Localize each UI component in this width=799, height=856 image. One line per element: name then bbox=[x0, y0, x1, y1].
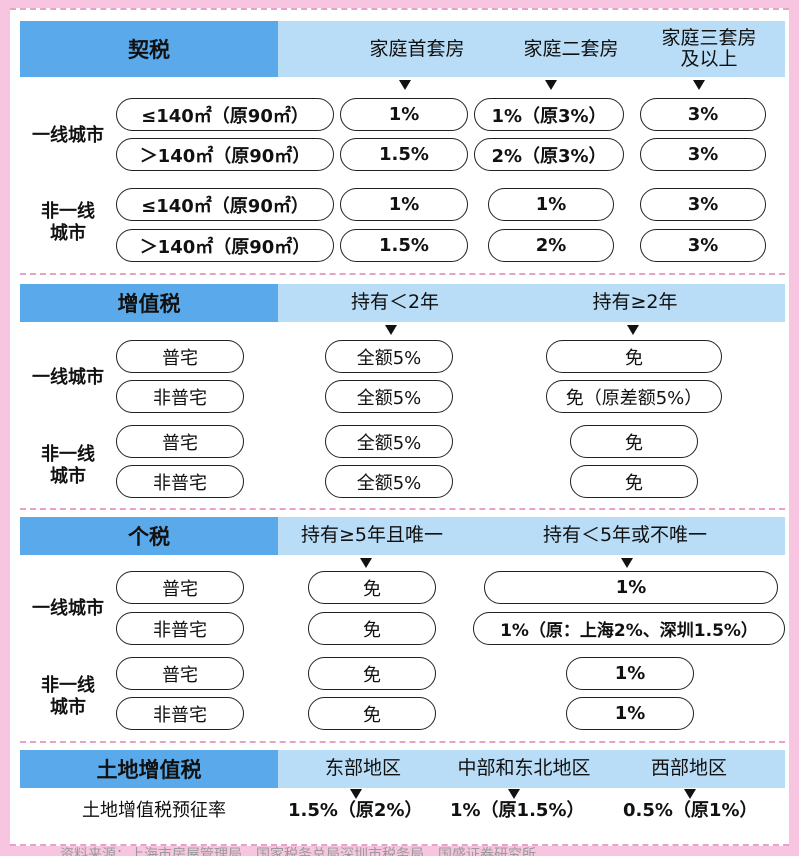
house-type-pill: 非普宅 bbox=[116, 380, 244, 413]
row-group-label: 非一线 城市 bbox=[41, 201, 95, 244]
rate-pill: 1% bbox=[566, 697, 694, 730]
rate-pill: 2%（原3%） bbox=[474, 138, 624, 171]
rate-pill: 3% bbox=[640, 138, 766, 171]
rate-pill: 全额5% bbox=[325, 465, 453, 498]
col-header: 家庭二套房 bbox=[523, 38, 619, 60]
rate-pill: 1% bbox=[488, 188, 614, 221]
section-title: 契税 bbox=[20, 21, 278, 77]
deed-tax-header: 契税 家庭首套房 家庭二套房 家庭三套房 及以上 bbox=[20, 21, 785, 77]
col-header: 东部地区 bbox=[324, 757, 401, 779]
col-header: 持有＜5年或不唯一 bbox=[542, 524, 708, 546]
rate-pill: 1%（原3%） bbox=[474, 98, 624, 131]
house-type-pill: 普宅 bbox=[116, 657, 244, 690]
rate-pill: 1.5% bbox=[340, 138, 468, 171]
rate-pill: 免 bbox=[308, 571, 436, 604]
row-group-label: 非一线 城市 bbox=[41, 675, 95, 718]
rate-pill: 3% bbox=[640, 188, 766, 221]
rate-pill: 1%（原：上海2%、深圳1.5%） bbox=[473, 612, 785, 645]
row-group-label: 一线城市 bbox=[32, 367, 104, 388]
rate-pill: 全额5% bbox=[325, 380, 453, 413]
arrow-down-icon bbox=[621, 558, 633, 568]
vat-header: 增值税 持有＜2年 持有≥2年 bbox=[20, 284, 785, 322]
arrow-down-icon bbox=[684, 789, 696, 799]
rate-value: 0.5%（原1%） bbox=[623, 800, 758, 821]
rate-value: 1%（原1.5%） bbox=[450, 800, 585, 821]
arrow-down-icon bbox=[385, 325, 397, 335]
rate-pill: 全额5% bbox=[325, 340, 453, 373]
col-header: 中部和东北地区 bbox=[457, 757, 591, 779]
area-pill: ≤140㎡（原90㎡） bbox=[116, 98, 334, 131]
arrow-down-icon bbox=[627, 325, 639, 335]
rate-pill: 全额5% bbox=[325, 425, 453, 458]
house-type-pill: 非普宅 bbox=[116, 612, 244, 645]
col-header: 家庭首套房 bbox=[369, 38, 465, 60]
arrow-down-icon bbox=[399, 80, 411, 90]
row-label: 土地增值税预征率 bbox=[82, 800, 226, 821]
income-tax-header: 个税 持有≥5年且唯一 持有＜5年或不唯一 bbox=[20, 517, 785, 555]
section-title: 增值税 bbox=[20, 284, 278, 322]
col-header: 持有≥2年 bbox=[592, 291, 678, 313]
divider bbox=[20, 508, 785, 510]
rate-pill: 免 bbox=[546, 340, 722, 373]
rate-pill: 免 bbox=[570, 465, 698, 498]
rate-pill: 免 bbox=[308, 697, 436, 730]
row-group-label: 一线城市 bbox=[32, 125, 104, 146]
arrow-down-icon bbox=[545, 80, 557, 90]
row-group-label: 一线城市 bbox=[32, 598, 104, 619]
row-group-label: 非一线 城市 bbox=[41, 444, 95, 487]
arrow-down-icon bbox=[693, 80, 705, 90]
rate-pill: 免 bbox=[570, 425, 698, 458]
col-header: 持有＜2年 bbox=[350, 291, 440, 313]
rate-pill: 免（原差额5%） bbox=[546, 380, 722, 413]
rate-pill: 1% bbox=[566, 657, 694, 690]
rate-pill: 2% bbox=[488, 229, 614, 262]
divider bbox=[20, 741, 785, 743]
land-vat-header: 土地增值税 东部地区 中部和东北地区 西部地区 bbox=[20, 750, 785, 788]
house-type-pill: 普宅 bbox=[116, 571, 244, 604]
rate-pill: 3% bbox=[640, 98, 766, 131]
house-type-pill: 非普宅 bbox=[116, 465, 244, 498]
rate-pill: 1% bbox=[484, 571, 778, 604]
house-type-pill: 非普宅 bbox=[116, 697, 244, 730]
rate-pill: 免 bbox=[308, 612, 436, 645]
area-pill: ＞140㎡（原90㎡） bbox=[116, 229, 334, 262]
source-note: 资料来源：上海市房屋管理局、国家税务总局深圳市税务局、国盛证券研究所 bbox=[60, 847, 536, 856]
land-vat-row: 土地增值税预征率 1.5%（原2%） 1%（原1.5%） 0.5%（原1%） bbox=[20, 796, 785, 826]
col-header: 家庭三套房 及以上 bbox=[661, 27, 757, 70]
area-pill: ≤140㎡（原90㎡） bbox=[116, 188, 334, 221]
house-type-pill: 普宅 bbox=[116, 425, 244, 458]
divider bbox=[20, 273, 785, 275]
col-header: 西部地区 bbox=[650, 757, 727, 779]
rate-value: 1.5%（原2%） bbox=[288, 800, 423, 821]
rate-pill: 3% bbox=[640, 229, 766, 262]
arrow-down-icon bbox=[508, 789, 520, 799]
rate-pill: 免 bbox=[308, 657, 436, 690]
section-title: 土地增值税 bbox=[20, 750, 278, 788]
arrow-down-icon bbox=[350, 789, 362, 799]
house-type-pill: 普宅 bbox=[116, 340, 244, 373]
rate-pill: 1.5% bbox=[340, 229, 468, 262]
area-pill: ＞140㎡（原90㎡） bbox=[116, 138, 334, 171]
rate-pill: 1% bbox=[340, 188, 468, 221]
col-header: 持有≥5年且唯一 bbox=[300, 524, 443, 546]
section-title: 个税 bbox=[20, 517, 278, 555]
arrow-down-icon bbox=[360, 558, 372, 568]
rate-pill: 1% bbox=[340, 98, 468, 131]
